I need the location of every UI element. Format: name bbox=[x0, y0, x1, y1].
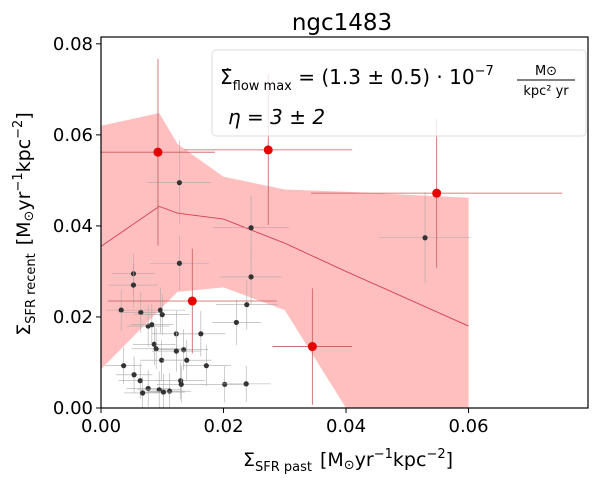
black-marker bbox=[167, 388, 173, 394]
model-line-group bbox=[100, 205, 469, 327]
black-point bbox=[379, 192, 471, 284]
black-marker bbox=[149, 322, 155, 328]
black-point bbox=[115, 356, 153, 393]
black-point bbox=[220, 249, 282, 305]
black-marker bbox=[145, 385, 151, 392]
black-marker bbox=[173, 348, 179, 354]
x-tick-label: 0.02 bbox=[203, 416, 243, 437]
y-tick-label: 0.00 bbox=[53, 398, 93, 419]
black-point bbox=[213, 195, 290, 260]
black-marker bbox=[244, 302, 250, 308]
black-marker bbox=[159, 357, 165, 363]
black-marker bbox=[198, 331, 204, 337]
black-point bbox=[150, 235, 209, 291]
black-marker bbox=[157, 307, 164, 313]
legend-line2: η = 3 ± 2 bbox=[228, 105, 325, 129]
model-line bbox=[100, 205, 469, 327]
black-marker bbox=[248, 274, 254, 280]
black-marker bbox=[118, 307, 124, 313]
black-marker bbox=[138, 309, 144, 316]
black-marker bbox=[243, 381, 249, 387]
black-point bbox=[132, 323, 176, 365]
black-marker bbox=[248, 225, 254, 231]
black-point bbox=[124, 377, 162, 408]
legend: Σ̇flow max = (1.3 ± 0.5) · 10−7 M⊙ kpc² … bbox=[211, 49, 587, 137]
black-point bbox=[142, 373, 185, 408]
black-marker bbox=[176, 180, 183, 186]
black-marker bbox=[159, 312, 165, 318]
black-marker bbox=[151, 341, 157, 347]
red-point bbox=[311, 118, 563, 268]
black-point bbox=[130, 304, 174, 346]
y-tick-label: 0.08 bbox=[53, 34, 93, 55]
black-marker bbox=[121, 363, 127, 369]
black-marker bbox=[178, 381, 184, 387]
red-point bbox=[107, 248, 277, 354]
black-point bbox=[162, 339, 212, 381]
black-point bbox=[135, 287, 185, 333]
y-axis-label: ΣSFR recent[M⊙yr−1kpc−2] bbox=[11, 112, 39, 336]
black-marker bbox=[203, 363, 209, 369]
black-marker bbox=[176, 260, 183, 266]
red-marker bbox=[263, 145, 273, 155]
red-marker bbox=[153, 147, 163, 157]
x-tick-label: 0.06 bbox=[449, 416, 489, 437]
y-tick-label: 0.04 bbox=[53, 216, 93, 237]
red-marker bbox=[432, 188, 442, 198]
black-point bbox=[137, 371, 181, 408]
chart-title: ngc1483 bbox=[292, 10, 392, 36]
black-point bbox=[181, 345, 231, 387]
red-point bbox=[101, 58, 215, 246]
black-point bbox=[131, 328, 181, 370]
red-point bbox=[272, 288, 353, 405]
black-point bbox=[200, 366, 250, 403]
black-marker bbox=[422, 235, 428, 241]
black-marker bbox=[160, 389, 167, 395]
x-axis-label: ΣSFR past [M⊙yr−1kpc−2] bbox=[243, 447, 453, 475]
red-marker bbox=[187, 296, 197, 306]
black-marker bbox=[131, 372, 137, 378]
black-point bbox=[148, 372, 192, 408]
x-tick-label: 0.04 bbox=[326, 416, 366, 437]
black-point bbox=[108, 263, 158, 307]
x-ticks: 0.00 0.02 0.04 0.06 bbox=[81, 408, 489, 437]
x-tick-label: 0.00 bbox=[81, 416, 121, 437]
black-point bbox=[105, 347, 143, 384]
black-point bbox=[211, 299, 261, 346]
legend-box bbox=[211, 49, 587, 137]
black-point bbox=[176, 311, 226, 357]
black-marker bbox=[153, 346, 159, 352]
black-marker bbox=[181, 347, 187, 353]
y-tick-label: 0.02 bbox=[53, 307, 93, 328]
black-marker bbox=[233, 319, 239, 326]
uncertainty-band bbox=[101, 113, 469, 408]
black-point bbox=[216, 279, 278, 330]
red-marker bbox=[307, 342, 317, 352]
uncertainty-band-group bbox=[101, 113, 469, 408]
black-point bbox=[151, 330, 201, 372]
legend-frac-denominator: kpc² yr bbox=[523, 84, 569, 99]
axes-frame bbox=[100, 36, 589, 409]
black-point bbox=[105, 289, 137, 331]
black-marker bbox=[137, 378, 143, 384]
black-marker bbox=[184, 357, 190, 363]
black-marker bbox=[140, 390, 146, 396]
y-ticks: 0.00 0.02 0.04 0.06 0.08 bbox=[53, 34, 101, 419]
black-marker bbox=[222, 381, 228, 387]
black-point bbox=[156, 366, 206, 403]
legend-frac-numerator: M⊙ bbox=[535, 64, 557, 79]
y-tick-label: 0.06 bbox=[53, 125, 93, 146]
black-point bbox=[221, 365, 271, 403]
black-marker bbox=[130, 282, 137, 288]
legend-line1: Σ̇flow max = (1.3 ± 0.5) · 10−7 bbox=[220, 64, 494, 94]
